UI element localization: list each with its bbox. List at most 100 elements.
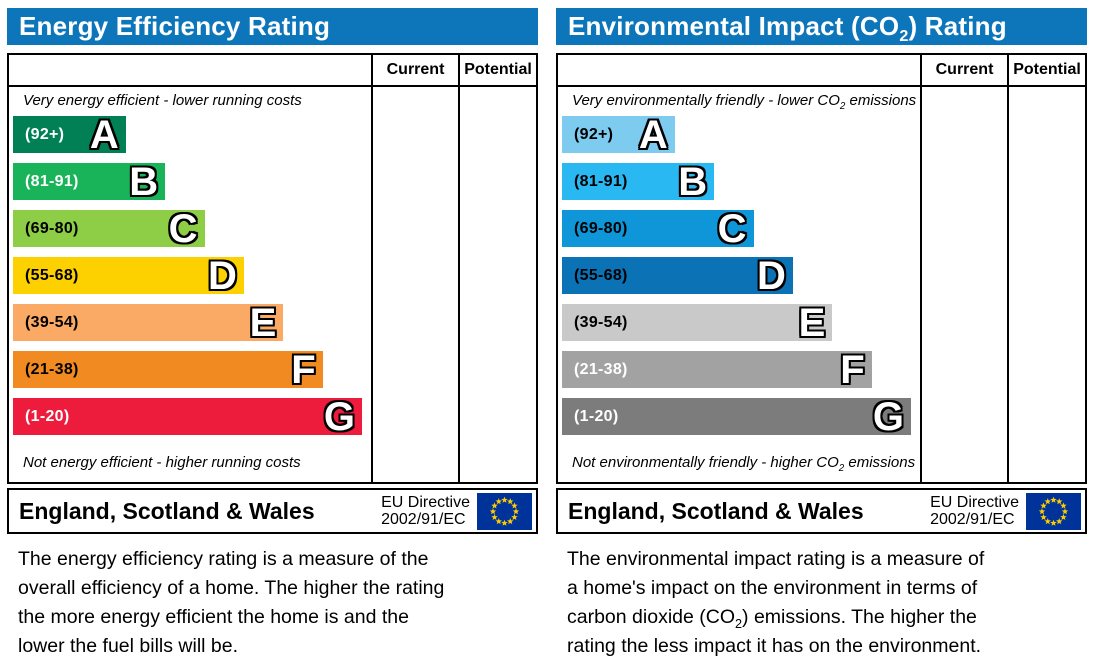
description-line: The energy efficiency rating is a measur… — [18, 548, 429, 570]
band-row-d: (55-68) D — [562, 253, 920, 298]
band-g-letter: G — [872, 394, 905, 439]
band-c-range-label: (69-80) — [25, 219, 79, 237]
potential-value-cell — [1007, 87, 1085, 482]
band-d-letter: D — [208, 253, 237, 298]
current-value-cell — [920, 87, 1007, 482]
band-row-g: (1-20) G — [13, 394, 371, 439]
band-row-g: (1-20) G — [562, 394, 920, 439]
caption-text: Not environmentally friendly - higher CO — [572, 454, 839, 471]
chart-column-header — [558, 55, 920, 85]
band-f-range-label: (21-38) — [25, 360, 79, 378]
band-a-letter: A — [89, 112, 119, 157]
band-row-c: (69-80) C — [562, 206, 920, 251]
band-row-f: (21-38) F — [13, 347, 371, 392]
potential-column-header: Potential — [458, 55, 536, 85]
band-c-letter: C — [168, 206, 198, 251]
band-e-range-label: (39-54) — [574, 313, 628, 331]
energy-efficiency-rating-chart: Energy Efficiency Rating Current Potenti… — [7, 8, 538, 664]
bottom-caption: Not energy efficient - higher running co… — [13, 445, 371, 482]
band-e-bar: (39-54) E — [562, 300, 833, 345]
band-row-a: (92+) A — [562, 112, 920, 157]
band-a-bar: (92+) A — [13, 112, 126, 157]
table-header-row: Current Potential — [558, 55, 1085, 87]
environmental-impact-rating-chart: Environmental Impact (CO2) Rating Curren… — [556, 8, 1087, 664]
rating-table: Current Potential Very energy efficient … — [7, 53, 538, 484]
rating-table: Current Potential Very environmentally f… — [556, 53, 1087, 484]
band-row-a: (92+) A — [13, 112, 371, 157]
band-b-range-label: (81-91) — [25, 172, 79, 190]
band-d-letter: D — [757, 253, 786, 298]
band-e-range-label: (39-54) — [25, 313, 79, 331]
description-line: lower the fuel bills will be. — [18, 634, 239, 657]
description-line: carbon dioxide (CO2) emissions. The high… — [567, 605, 977, 631]
band-d-range-label: (55-68) — [574, 266, 628, 284]
region-label: England, Scotland & Wales — [19, 497, 315, 524]
title-text: Environmental Impact (CO — [568, 11, 900, 41]
band-g-letter: G — [323, 394, 356, 439]
epc-rating-charts: Energy Efficiency Rating Current Potenti… — [7, 8, 1087, 657]
band-b-bar: (81-91) B — [13, 162, 166, 202]
band-a-letter: A — [638, 112, 668, 157]
caption-text: Very energy efficient - lower running co… — [23, 92, 302, 109]
band-a-range-label: (92+) — [25, 125, 65, 143]
energy-efficiency-description: The energy efficiency rating is a measur… — [18, 548, 538, 664]
energy-efficiency-title: Energy Efficiency Rating — [7, 8, 538, 45]
caption-text-post: emissions — [845, 92, 917, 109]
band-c-letter: C — [717, 206, 747, 251]
band-c-bar: (69-80) C — [562, 206, 754, 251]
description-line: The environmental impact rating is a mea… — [567, 548, 985, 570]
environmental-impact-title: Environmental Impact (CO2) Rating — [556, 8, 1087, 45]
band-f-bar: (21-38) F — [13, 347, 323, 392]
band-b-bar: (81-91) B — [562, 162, 715, 202]
description-line: a home's impact on the environment in te… — [567, 576, 978, 599]
band-d-bar: (55-68) D — [13, 253, 244, 298]
bottom-caption: Not environmentally friendly - higher CO… — [562, 445, 920, 482]
potential-column-header: Potential — [1007, 55, 1085, 85]
caption-text-post: emissions — [844, 454, 916, 471]
current-column-header: Current — [371, 55, 458, 85]
top-caption: Very environmentally friendly - lower CO… — [562, 87, 920, 116]
title-subscript: 2 — [899, 27, 909, 46]
band-g-range-label: (1-20) — [25, 407, 70, 425]
band-row-c: (69-80) C — [13, 206, 371, 251]
band-a-range-label: (92+) — [574, 125, 614, 143]
band-a-bar: (92+) A — [562, 112, 675, 157]
band-row-d: (55-68) D — [13, 253, 371, 298]
potential-value-cell — [458, 87, 536, 482]
band-f-range-label: (21-38) — [574, 360, 628, 378]
band-row-b: (81-91) B — [13, 162, 371, 202]
band-f-letter: F — [291, 347, 316, 392]
description-line: rating the less impact it has on the env… — [567, 634, 982, 657]
band-row-e: (39-54) E — [562, 300, 920, 345]
eu-flag-icon — [1026, 492, 1081, 530]
caption-subscript: 2 — [839, 101, 846, 112]
eu-directive-label: EU Directive 2002/91/EC — [930, 494, 1026, 528]
description-line: the more energy efficient the home is an… — [18, 605, 409, 628]
eu-directive-label: EU Directive 2002/91/EC — [381, 494, 477, 528]
band-e-letter: E — [798, 300, 826, 345]
environmental-impact-description: The environmental impact rating is a mea… — [567, 548, 1087, 664]
description-line: overall efficiency of a home. The higher… — [18, 576, 445, 599]
top-caption: Very energy efficient - lower running co… — [13, 87, 371, 116]
eu-directive-line1: EU Directive — [930, 494, 1019, 511]
eu-directive-line2: 2002/91/EC — [381, 511, 466, 528]
current-column-header: Current — [920, 55, 1007, 85]
eu-directive-line1: EU Directive — [381, 494, 470, 511]
band-row-e: (39-54) E — [13, 303, 371, 343]
eu-flag-icon — [477, 492, 532, 530]
band-g-range-label: (1-20) — [574, 407, 619, 425]
current-value-cell — [371, 87, 458, 482]
eu-directive-line2: 2002/91/EC — [930, 511, 1015, 528]
band-chart-area: Very energy efficient - lower running co… — [9, 87, 371, 482]
jurisdiction-footer: England, Scotland & Wales EU Directive 2… — [556, 488, 1087, 534]
band-row-b: (81-91) B — [562, 162, 920, 202]
caption-text: Very environmentally friendly - lower CO — [572, 92, 840, 109]
table-body: Very environmentally friendly - lower CO… — [558, 87, 1085, 482]
caption-text: Not energy efficient - higher running co… — [23, 454, 301, 471]
chart-column-header — [9, 55, 371, 85]
region-label: England, Scotland & Wales — [568, 497, 864, 524]
band-g-bar: (1-20) G — [562, 394, 912, 439]
table-body: Very energy efficient - lower running co… — [9, 87, 536, 482]
band-d-bar: (55-68) D — [562, 253, 793, 298]
title-text-post: ) Rating — [908, 11, 1007, 41]
